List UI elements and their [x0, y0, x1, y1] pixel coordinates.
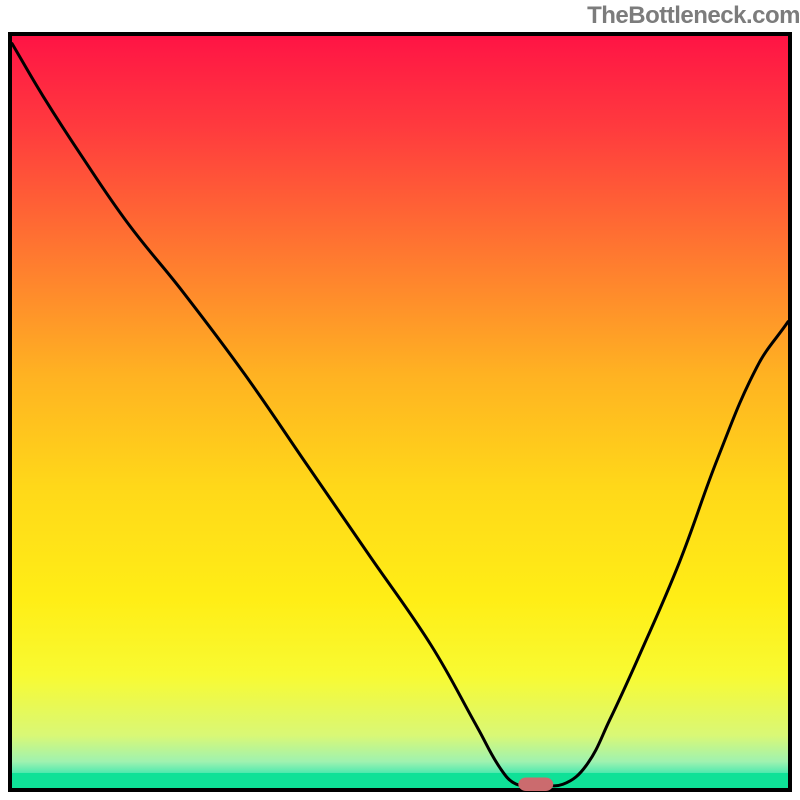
- chart-background: [12, 36, 788, 788]
- bottleneck-chart: [12, 36, 788, 788]
- chart-bottom-band: [12, 773, 788, 788]
- optimal-marker: [518, 777, 553, 791]
- attribution-text: TheBottleneck.com: [587, 2, 800, 30]
